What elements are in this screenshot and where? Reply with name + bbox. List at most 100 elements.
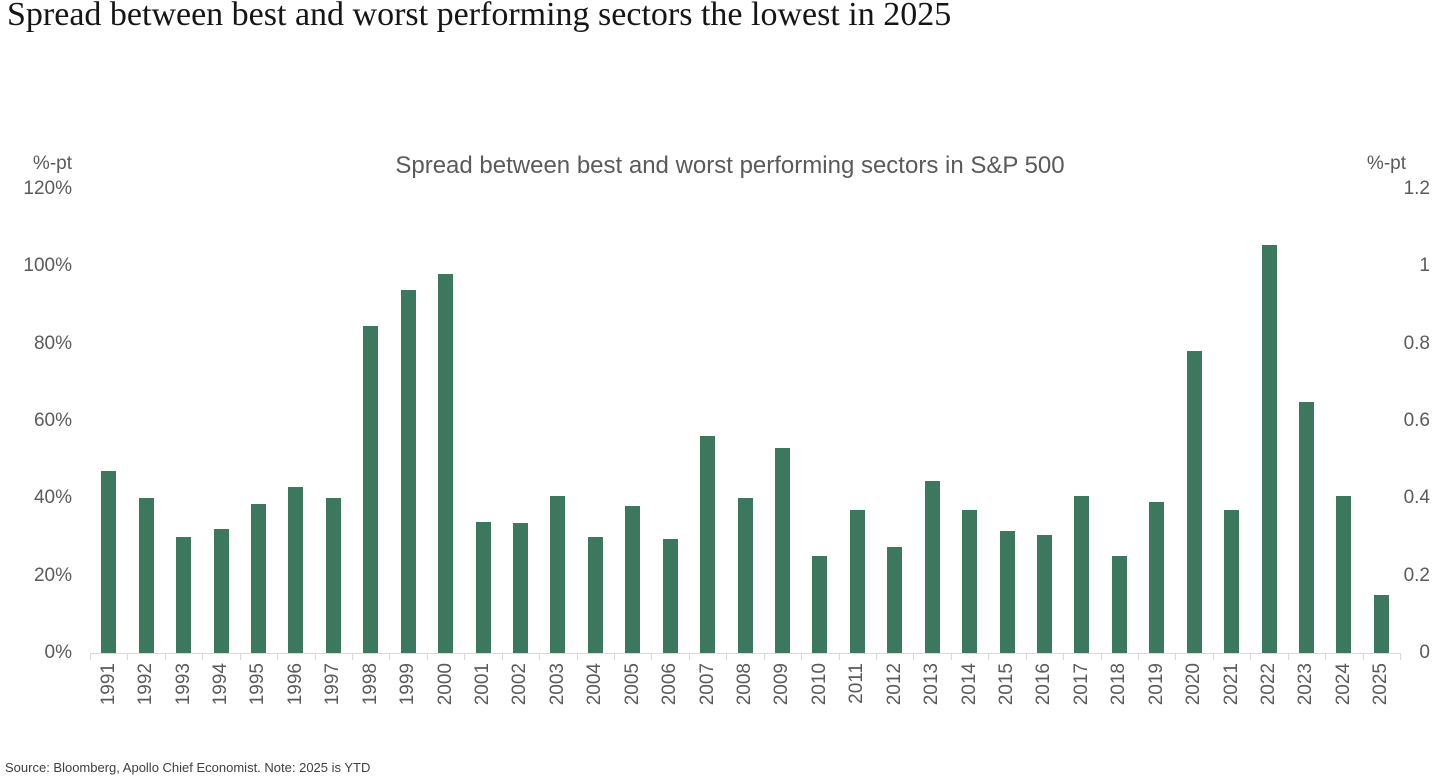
x-axis-tick-mark <box>164 654 166 660</box>
bar-1997 <box>325 498 341 653</box>
x-axis-label-2007: 2007 <box>696 663 718 706</box>
bar-2008 <box>737 498 753 653</box>
bar-2025 <box>1373 595 1389 653</box>
bar-1996 <box>288 486 304 653</box>
x-axis-label-1997: 1997 <box>322 663 344 706</box>
x-axis-tick-mark <box>1362 654 1364 660</box>
bar-1992 <box>138 498 154 653</box>
x-axis-label-2012: 2012 <box>883 663 905 706</box>
x-axis-tick-mark <box>127 654 129 660</box>
left-axis-unit-label: %-pt <box>32 153 72 174</box>
right-axis-tick-label: 0.8 <box>1403 332 1430 354</box>
x-axis-tick-mark <box>539 654 541 660</box>
x-axis-tick-mark <box>988 654 990 660</box>
bar-1993 <box>176 537 192 653</box>
x-axis-label-2020: 2020 <box>1183 663 1205 706</box>
x-axis-tick-mark <box>389 654 391 660</box>
x-axis-tick-mark <box>501 654 503 660</box>
x-axis-tick-mark <box>1100 654 1102 660</box>
x-axis-label-2015: 2015 <box>996 663 1017 706</box>
bar-2006 <box>662 538 678 653</box>
bar-2013 <box>924 480 940 653</box>
left-axis-tick-label: 20% <box>33 564 72 586</box>
left-axis-tick-label: 120% <box>23 178 72 199</box>
plot-area <box>90 189 1400 653</box>
bar-2022 <box>1261 245 1277 653</box>
x-axis-tick-mark <box>277 654 279 660</box>
x-axis-label-2002: 2002 <box>509 663 531 706</box>
bar-2000 <box>438 274 454 653</box>
right-axis-tick-label: 1.2 <box>1403 178 1430 199</box>
x-axis-tick-mark <box>1138 654 1139 660</box>
bar-2004 <box>587 537 603 653</box>
x-axis-label-2009: 2009 <box>771 663 793 706</box>
x-axis-label-2006: 2006 <box>659 663 681 706</box>
bar-1995 <box>250 504 266 653</box>
x-axis-tick-mark <box>1287 654 1289 660</box>
left-axis-tick-label: 40% <box>33 487 72 509</box>
bar-2020 <box>1186 351 1202 653</box>
x-axis-label-2005: 2005 <box>621 663 643 706</box>
x-axis-label-2017: 2017 <box>1070 663 1092 706</box>
x-axis-label-2018: 2018 <box>1108 663 1130 706</box>
x-axis-label-2019: 2019 <box>1145 663 1167 706</box>
x-axis-tick-mark <box>239 654 241 660</box>
x-axis-tick-mark <box>1325 654 1327 660</box>
bar-2014 <box>962 509 978 653</box>
x-axis-label-1991: 1991 <box>97 663 119 706</box>
source-note: Source: Bloomberg, Apollo Chief Economis… <box>5 760 371 775</box>
x-axis-tick-mark <box>1025 654 1027 660</box>
x-axis-tick-mark <box>90 654 91 660</box>
x-axis-tick-mark <box>1063 654 1065 660</box>
x-axis-tick-mark <box>838 654 840 660</box>
right-axis-unit-label: %-pt <box>1366 153 1406 174</box>
x-axis-label-1998: 1998 <box>359 663 381 706</box>
left-axis-tick-label: 60% <box>33 410 72 431</box>
x-axis-label-1995: 1995 <box>247 663 269 706</box>
x-axis-tick-mark <box>352 654 353 660</box>
x-axis-label-2000: 2000 <box>434 663 456 706</box>
x-axis-tick-mark <box>651 654 653 660</box>
bar-2017 <box>1074 496 1090 653</box>
x-axis-tick-mark <box>1400 654 1401 660</box>
x-axis-tick-mark <box>763 654 765 660</box>
x-axis-label-1993: 1993 <box>172 663 194 706</box>
x-axis-label-2004: 2004 <box>584 663 606 706</box>
x-axis-tick-mark <box>726 654 728 660</box>
x-axis-label-1992: 1992 <box>135 663 157 706</box>
bar-2018 <box>1111 556 1127 653</box>
x-axis-label-2008: 2008 <box>734 663 755 706</box>
page-title: Spread between best and worst performing… <box>7 0 952 33</box>
chart-title: Spread between best and worst performing… <box>395 152 1065 179</box>
x-axis-tick-mark <box>688 654 690 660</box>
x-axis-label-1994: 1994 <box>210 663 231 706</box>
x-axis-label-1999: 1999 <box>397 663 419 706</box>
x-axis-label-2003: 2003 <box>546 663 568 706</box>
bar-1991 <box>101 471 117 653</box>
x-axis-tick-mark <box>801 654 803 660</box>
bar-2015 <box>999 531 1015 653</box>
right-axis-tick-label: 0.2 <box>1403 564 1430 586</box>
bar-2023 <box>1298 401 1314 653</box>
bar-1999 <box>400 289 416 653</box>
right-axis-tick-label: 0.4 <box>1403 487 1430 509</box>
x-axis-label-2024: 2024 <box>1332 663 1354 706</box>
x-axis-tick-mark <box>876 654 877 660</box>
x-axis-tick-mark <box>950 654 952 660</box>
x-axis-tick-mark <box>464 654 466 660</box>
bar-2005 <box>625 506 641 653</box>
bar-2007 <box>700 436 716 653</box>
x-axis-label-2023: 2023 <box>1295 663 1317 706</box>
x-axis-label-2016: 2016 <box>1033 663 1055 706</box>
x-axis-line <box>90 653 1401 654</box>
bar-1994 <box>213 529 229 653</box>
x-axis-tick-mark <box>913 654 915 660</box>
left-axis-tick-label: 100% <box>23 255 72 277</box>
x-axis-tick-mark <box>576 654 578 660</box>
bar-2002 <box>512 523 528 653</box>
x-axis-label-2014: 2014 <box>958 663 980 706</box>
x-axis-label-1996: 1996 <box>284 663 306 706</box>
x-axis-tick-mark <box>1212 654 1214 660</box>
bar-2024 <box>1336 496 1352 653</box>
